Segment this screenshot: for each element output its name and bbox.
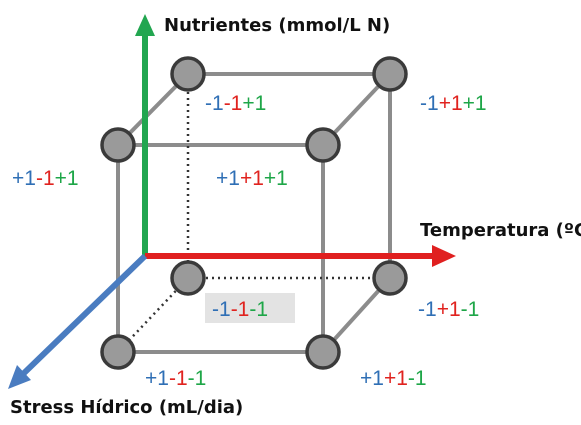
- water-stress-axis-label: Stress Hídrico (mL/dia): [10, 397, 243, 418]
- code-back-top-right: -1+1+1: [420, 92, 487, 115]
- vertex-front-top-left: [100, 127, 136, 163]
- code-stress: +1: [12, 167, 36, 190]
- vertex-front-bottom-right: [305, 334, 341, 370]
- code-nutrients: +1: [463, 92, 487, 115]
- code-front-top-left: +1-1+1: [12, 167, 79, 190]
- code-stress: -1: [420, 92, 439, 115]
- code-front-top-right: +1+1+1: [216, 167, 288, 190]
- cube-vertices: [100, 56, 408, 370]
- code-back-top-left: -1-1+1: [205, 92, 266, 115]
- nutrients-axis-arrowhead: [135, 14, 155, 36]
- code-stress: -1: [205, 92, 224, 115]
- temperature-axis-arrowhead: [432, 245, 456, 267]
- vertex-back-top-left: [170, 56, 206, 92]
- water-stress-axis-arrowhead: [8, 365, 31, 389]
- code-front-bottom-left: +1-1-1: [145, 367, 206, 390]
- vertex-back-bottom-left: [170, 260, 206, 296]
- code-nutrients: +1: [55, 167, 79, 190]
- code-temperature: -1: [231, 298, 250, 321]
- code-stress: -1: [212, 298, 231, 321]
- code-nutrients: +1: [242, 92, 266, 115]
- vertex-front-bottom-left: [100, 334, 136, 370]
- code-temperature: -1: [36, 167, 55, 190]
- code-back-bottom-left: -1-1-1: [212, 298, 268, 321]
- code-nutrients: -1: [408, 367, 427, 390]
- water-stress-axis: [19, 253, 148, 378]
- code-stress: +1: [145, 367, 169, 390]
- code-nutrients: -1: [461, 298, 480, 321]
- vertex-back-bottom-right: [372, 260, 408, 296]
- vertex-front-top-right: [305, 127, 341, 163]
- center-point-highlight: [205, 293, 295, 323]
- code-stress: +1: [360, 367, 384, 390]
- code-front-bottom-right: +1+1-1: [360, 367, 427, 390]
- code-temperature: +1: [240, 167, 264, 190]
- code-temperature: -1: [169, 367, 188, 390]
- code-stress: -1: [418, 298, 437, 321]
- code-temperature: -1: [224, 92, 243, 115]
- code-temperature: +1: [437, 298, 461, 321]
- axes: [8, 14, 456, 389]
- code-back-bottom-right: -1+1-1: [418, 298, 479, 321]
- code-temperature: +1: [384, 367, 408, 390]
- code-nutrients: -1: [188, 367, 207, 390]
- code-nutrients: +1: [264, 167, 288, 190]
- nutrients-axis-label: Nutrientes (mmol/L N): [164, 15, 390, 36]
- code-stress: +1: [216, 167, 240, 190]
- code-temperature: +1: [439, 92, 463, 115]
- vertex-back-top-right: [372, 56, 408, 92]
- code-nutrients: -1: [249, 298, 268, 321]
- temperature-axis-label: Temperatura (ºC): [420, 220, 581, 241]
